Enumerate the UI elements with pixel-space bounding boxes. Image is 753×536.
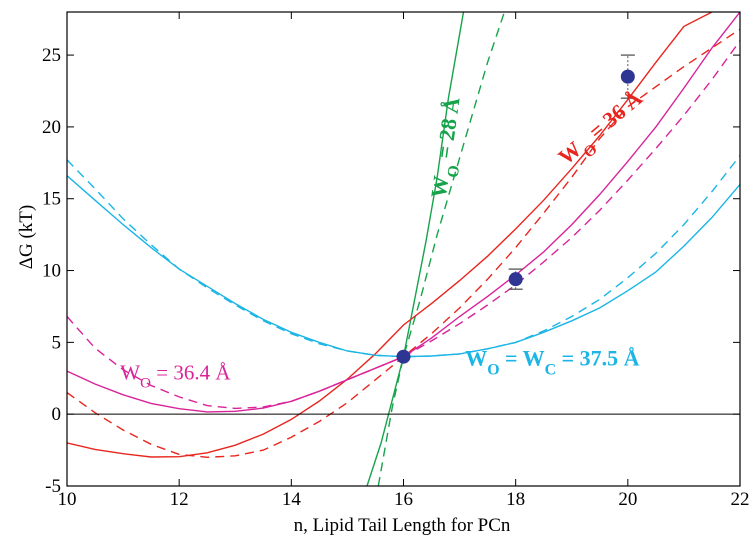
curve-annotations-layer: WO = 28 Å WO = 36 Å WO = 36.4 Å WO = WC = 3…: [120, 85, 652, 392]
data-point-3: [620, 54, 635, 99]
x-tick-label: 20: [618, 489, 637, 510]
data-point-1: [396, 349, 411, 364]
x-tick-label: 22: [731, 489, 750, 510]
y-tick-label: 15: [42, 189, 61, 210]
cyan-curve-label: WO = WC = 37.5 Å: [465, 345, 639, 378]
x-tick-label: 10: [58, 489, 77, 510]
y-tick-label: 5: [52, 332, 62, 353]
green-solid-curve: [366, 12, 465, 486]
x-tick-label: 14: [282, 489, 302, 510]
y-tick-label: 20: [42, 117, 61, 138]
y-tick-label: -5: [45, 476, 61, 497]
green-curve-label: WO = 28 Å: [426, 96, 472, 201]
green-dashed-curve: [377, 12, 506, 486]
data-point-2: [508, 268, 523, 290]
y-tick-label: 0: [52, 404, 62, 425]
x-tick-label: 12: [170, 489, 189, 510]
x-tick-label: 18: [506, 489, 525, 510]
cyan-solid-curve: [67, 175, 740, 358]
red-curve-label: WO = 36 Å: [553, 85, 652, 175]
curves-layer: [67, 12, 740, 486]
axis-ticks-layer: 10 12 14 16 18 20 22 -5 0 5 10 15 20 25: [42, 12, 750, 510]
magenta-curve-label: WO = 36.4 Å: [120, 361, 231, 392]
plot-frame: [66, 11, 741, 487]
red-solid-curve: [67, 12, 713, 458]
y-axis-label: ΔG (kT): [16, 205, 37, 269]
x-axis-label: n, Lipid Tail Length for PCn: [294, 515, 511, 536]
data-points-layer: [396, 54, 635, 364]
y-tick-label: 25: [42, 45, 61, 66]
y-tick-label: 10: [42, 261, 61, 282]
x-tick-label: 16: [394, 489, 413, 510]
cyan-dashed-curve: [67, 155, 740, 358]
